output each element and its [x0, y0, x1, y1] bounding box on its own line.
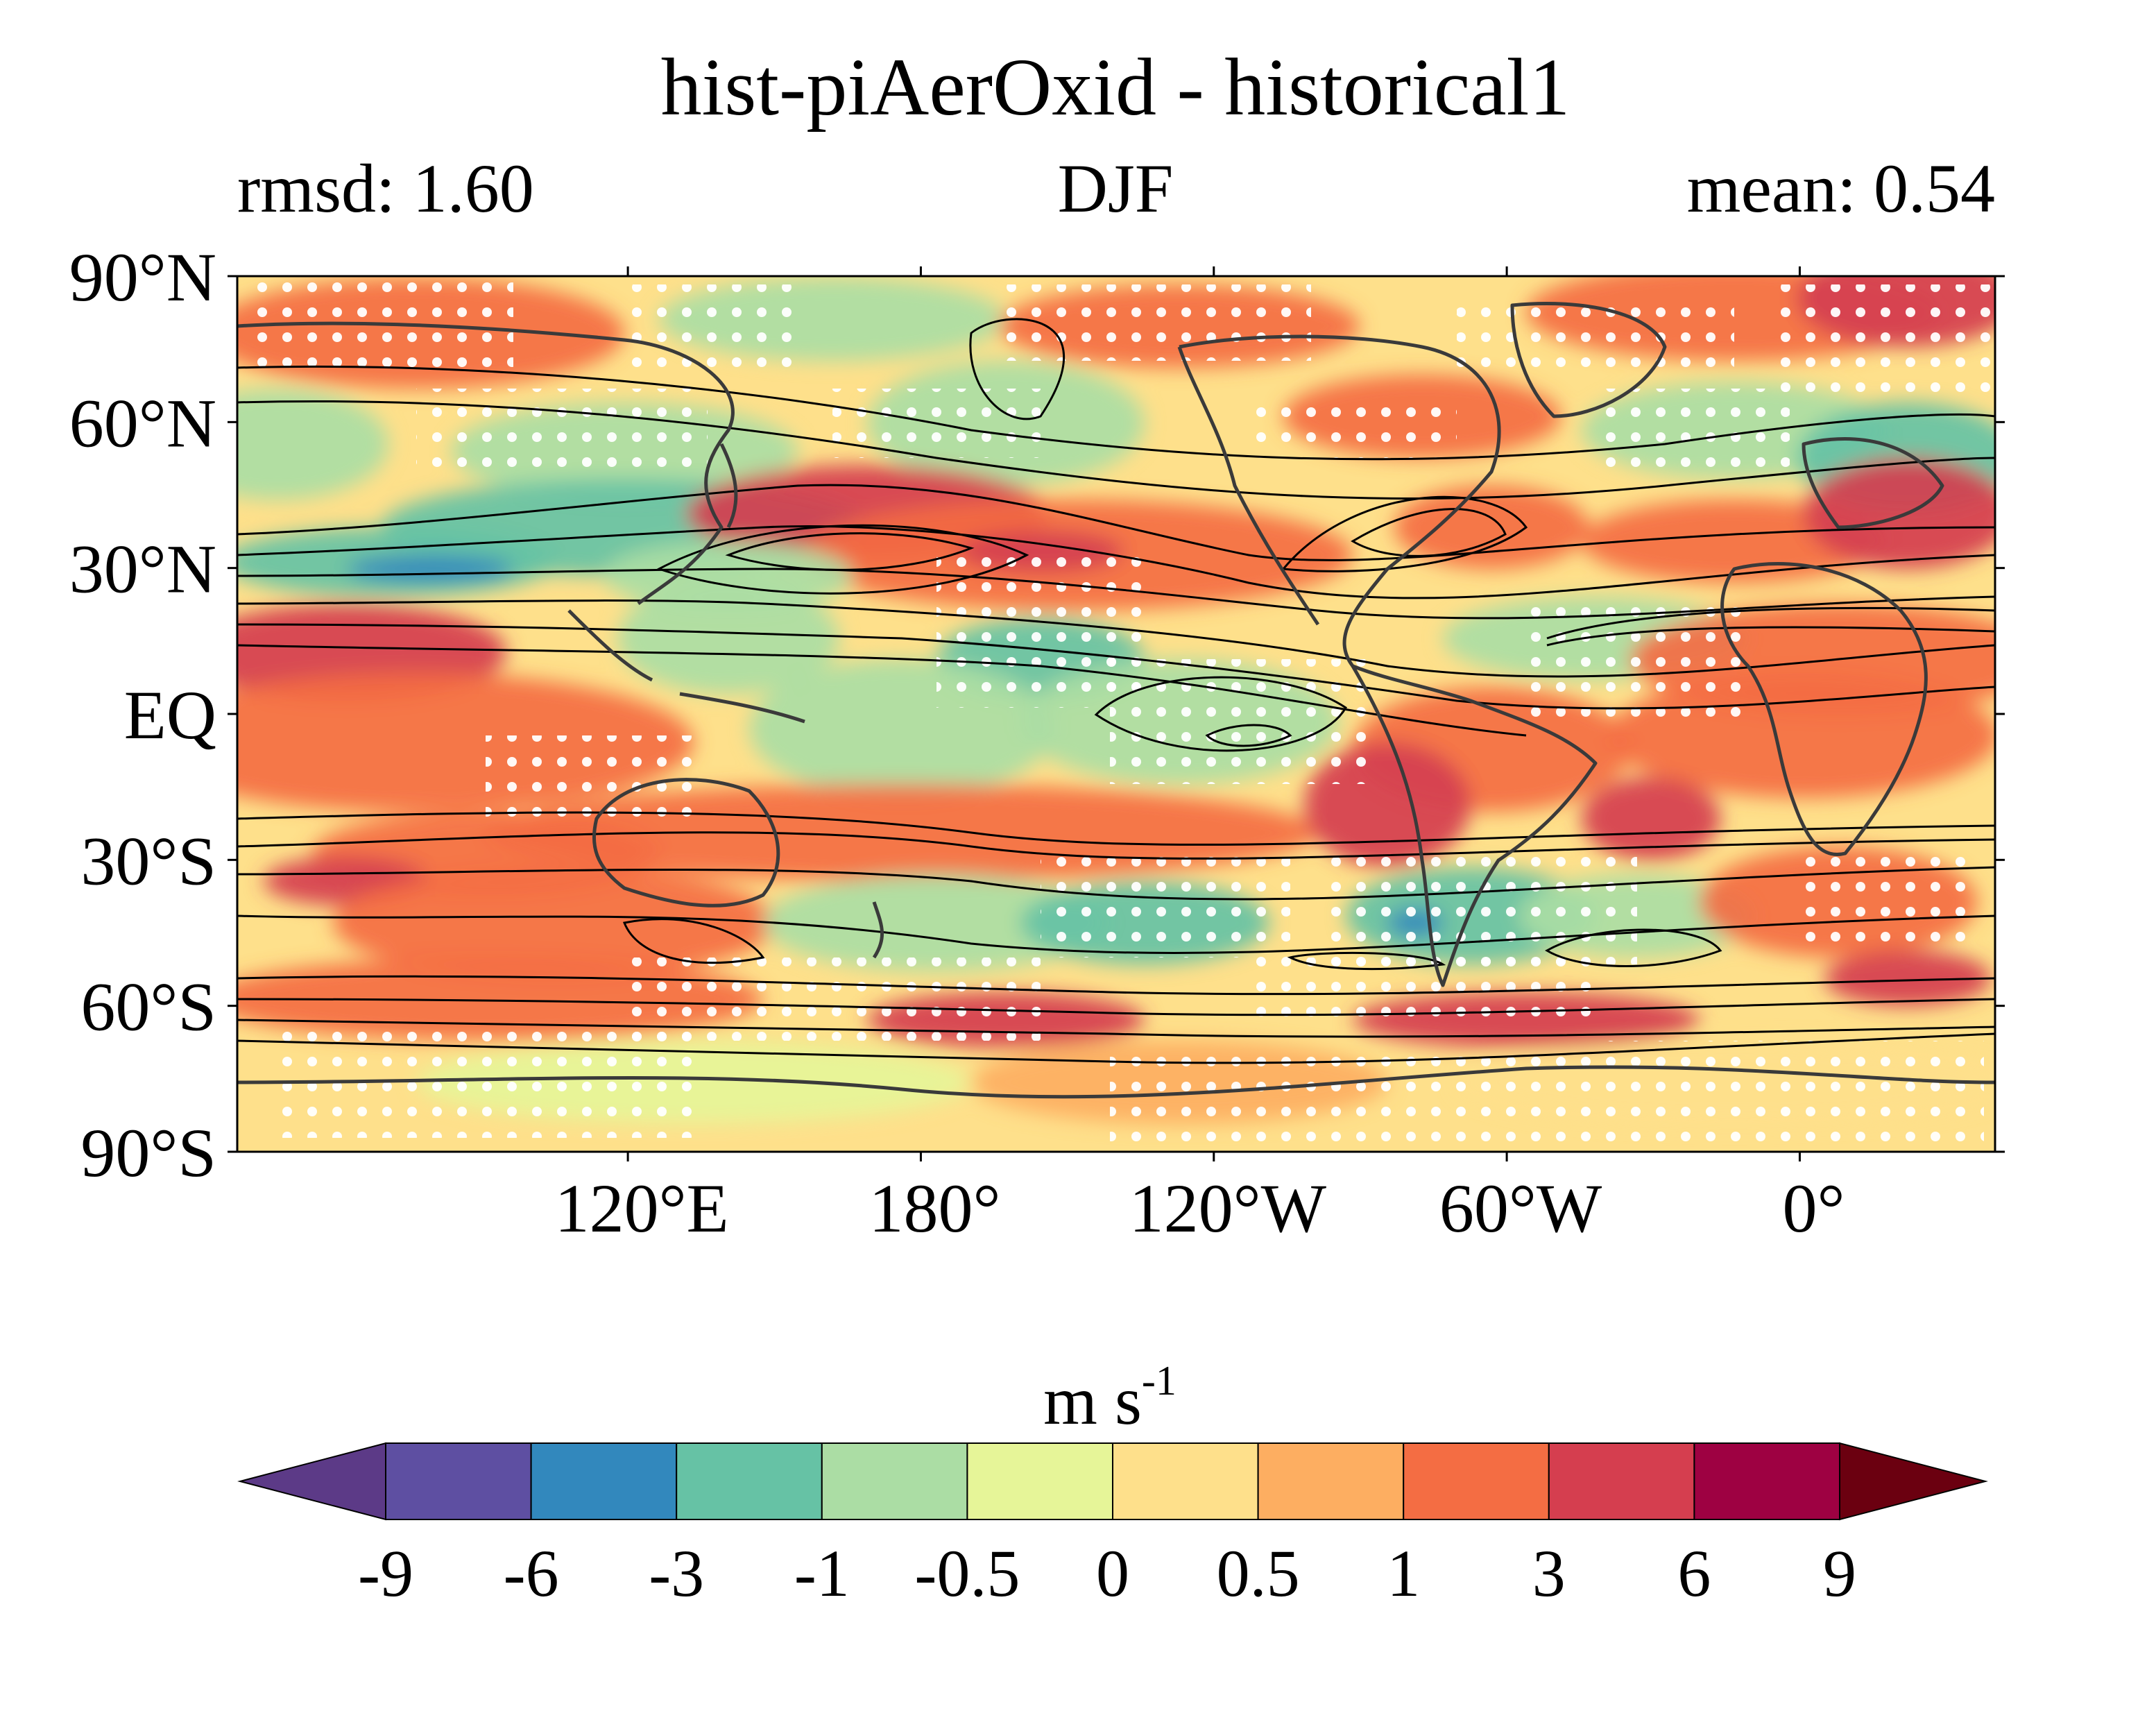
colorbar-segment — [1112, 1442, 1259, 1520]
lon-tick-label: 60°W — [1439, 1170, 1602, 1247]
lat-tick-label: 30°S — [80, 822, 216, 899]
colorbar-tick-label: 6 — [1677, 1536, 1711, 1610]
colorbar-tick-label: -6 — [504, 1536, 559, 1610]
colorbar-segment — [1403, 1442, 1550, 1520]
map-panel — [237, 276, 1995, 1152]
season-label: DJF — [1058, 150, 1174, 227]
colorbar-tick-label: -9 — [358, 1536, 413, 1610]
lat-tick-label: 60°S — [80, 969, 216, 1046]
longitude-axis: 120°E 180° 120°W 60°W 0° — [555, 266, 1845, 1247]
mean-label: mean: 0.54 — [1687, 150, 1995, 227]
colorbar-tick-label: -0.5 — [914, 1536, 1020, 1610]
colorbar-tick-label: -1 — [794, 1536, 850, 1610]
colorbar-under-arrow — [237, 1442, 386, 1521]
figure-title: hist-piAerOxid - historical1 — [661, 42, 1571, 133]
coastlines — [237, 302, 1995, 1099]
lat-tick-label: EQ — [124, 676, 216, 753]
colorbar-tick-label: 9 — [1823, 1536, 1856, 1610]
latitude-axis: 90°N 60°N 30°N EQ 30°S 60°S 90°S — [69, 239, 2005, 1191]
lat-tick-label: 60°N — [69, 384, 216, 461]
colorbar-unit: m s-1 — [1043, 1358, 1177, 1439]
colorbar: m s-1 -9 -6 -3 -1 -0.5 0 0.5 1 3 6 9 — [237, 1358, 1988, 1610]
colorbar-unit-base: m s — [1043, 1362, 1142, 1439]
colorbar-segment — [821, 1442, 968, 1520]
colorbar-tick-label: -3 — [649, 1536, 704, 1610]
colorbar-segment — [385, 1442, 532, 1520]
colorbar-segment — [676, 1442, 823, 1520]
colorbar-segment — [530, 1442, 678, 1520]
colorbar-segment — [1257, 1442, 1405, 1520]
colorbar-segment — [1693, 1442, 1840, 1520]
rmsd-label: rmsd: 1.60 — [237, 150, 534, 227]
colorbar-tick-label: 0 — [1096, 1536, 1129, 1610]
colorbar-tick-label: 1 — [1387, 1536, 1420, 1610]
colorbar-segment — [966, 1442, 1114, 1520]
colorbar-tick-label: 3 — [1532, 1536, 1566, 1610]
colorbar-unit-exponent: -1 — [1142, 1358, 1177, 1404]
climatology-contours — [237, 318, 1995, 1064]
lon-tick-label: 120°W — [1129, 1170, 1327, 1247]
lon-tick-label: 120°E — [555, 1170, 729, 1247]
colorbar-tick-label: 0.5 — [1217, 1536, 1300, 1610]
colorbar-segment — [1548, 1442, 1695, 1520]
lat-tick-label: 30°N — [69, 531, 216, 608]
colorbar-over-arrow — [1839, 1442, 1988, 1521]
lat-tick-label: 90°S — [80, 1114, 216, 1191]
lon-tick-label: 180° — [869, 1170, 1000, 1247]
lat-tick-label: 90°N — [69, 239, 216, 316]
lon-tick-label: 0° — [1782, 1170, 1845, 1247]
